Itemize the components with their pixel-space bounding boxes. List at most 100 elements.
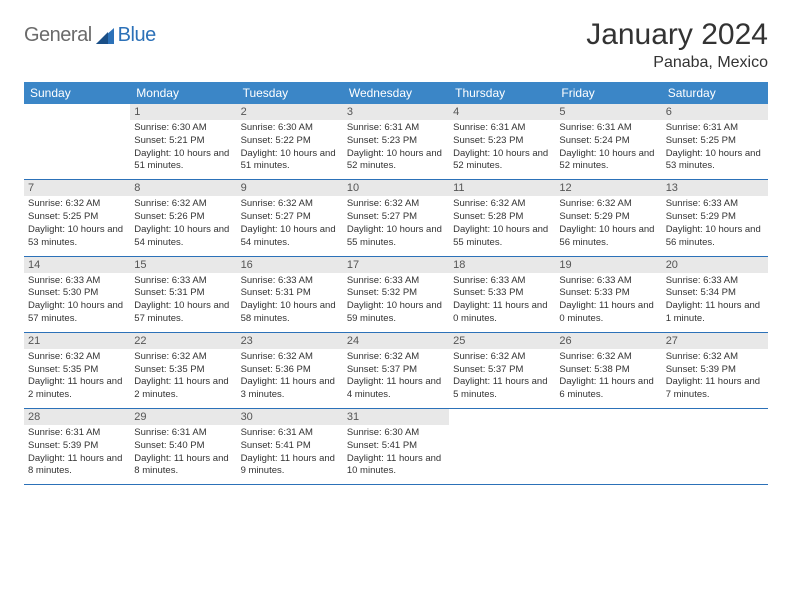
calendar-day-cell: 21Sunrise: 6:32 AMSunset: 5:35 PMDayligh… (24, 332, 130, 408)
month-title: January 2024 (586, 18, 768, 52)
calendar-day-cell: 4Sunrise: 6:31 AMSunset: 5:23 PMDaylight… (449, 104, 555, 180)
daylight-text: Daylight: 11 hours and 6 minutes. (559, 376, 657, 402)
day-body: Sunrise: 6:30 AMSunset: 5:21 PMDaylight:… (130, 120, 236, 179)
sunrise-text: Sunrise: 6:31 AM (28, 427, 126, 440)
daylight-text: Daylight: 10 hours and 53 minutes. (28, 224, 126, 250)
day-body: Sunrise: 6:32 AMSunset: 5:39 PMDaylight:… (662, 349, 768, 408)
sunrise-text: Sunrise: 6:30 AM (241, 122, 339, 135)
sunrise-text: Sunrise: 6:33 AM (453, 275, 551, 288)
sunset-text: Sunset: 5:28 PM (453, 211, 551, 224)
sunrise-text: Sunrise: 6:33 AM (666, 275, 764, 288)
calendar-day-cell (555, 409, 661, 485)
day-body: Sunrise: 6:31 AMSunset: 5:40 PMDaylight:… (130, 425, 236, 484)
sunset-text: Sunset: 5:37 PM (453, 364, 551, 377)
sunrise-text: Sunrise: 6:31 AM (134, 427, 232, 440)
sunset-text: Sunset: 5:27 PM (241, 211, 339, 224)
daylight-text: Daylight: 10 hours and 54 minutes. (241, 224, 339, 250)
weekday-header: Monday (130, 82, 236, 104)
day-number: 16 (237, 257, 343, 273)
sunset-text: Sunset: 5:25 PM (666, 135, 764, 148)
sunset-text: Sunset: 5:38 PM (559, 364, 657, 377)
daylight-text: Daylight: 10 hours and 53 minutes. (666, 148, 764, 174)
calendar-week-row: 21Sunrise: 6:32 AMSunset: 5:35 PMDayligh… (24, 332, 768, 408)
daylight-text: Daylight: 10 hours and 52 minutes. (453, 148, 551, 174)
calendar-day-cell: 7Sunrise: 6:32 AMSunset: 5:25 PMDaylight… (24, 180, 130, 256)
day-body: Sunrise: 6:31 AMSunset: 5:25 PMDaylight:… (662, 120, 768, 179)
sunrise-text: Sunrise: 6:32 AM (28, 351, 126, 364)
day-number: 10 (343, 180, 449, 196)
day-body: Sunrise: 6:31 AMSunset: 5:39 PMDaylight:… (24, 425, 130, 484)
sunset-text: Sunset: 5:25 PM (28, 211, 126, 224)
calendar-day-cell: 3Sunrise: 6:31 AMSunset: 5:23 PMDaylight… (343, 104, 449, 180)
calendar-week-row: 7Sunrise: 6:32 AMSunset: 5:25 PMDaylight… (24, 180, 768, 256)
day-body: Sunrise: 6:32 AMSunset: 5:37 PMDaylight:… (449, 349, 555, 408)
sunrise-text: Sunrise: 6:30 AM (347, 427, 445, 440)
sunset-text: Sunset: 5:33 PM (559, 287, 657, 300)
sunset-text: Sunset: 5:36 PM (241, 364, 339, 377)
calendar-day-cell: 30Sunrise: 6:31 AMSunset: 5:41 PMDayligh… (237, 409, 343, 485)
daylight-text: Daylight: 10 hours and 54 minutes. (134, 224, 232, 250)
sunset-text: Sunset: 5:31 PM (241, 287, 339, 300)
sunset-text: Sunset: 5:37 PM (347, 364, 445, 377)
day-body: Sunrise: 6:33 AMSunset: 5:31 PMDaylight:… (130, 273, 236, 332)
day-number: 18 (449, 257, 555, 273)
day-number: 31 (343, 409, 449, 425)
calendar-day-cell: 29Sunrise: 6:31 AMSunset: 5:40 PMDayligh… (130, 409, 236, 485)
day-number: 6 (662, 104, 768, 120)
day-body: Sunrise: 6:32 AMSunset: 5:26 PMDaylight:… (130, 196, 236, 255)
sunset-text: Sunset: 5:31 PM (134, 287, 232, 300)
sunrise-text: Sunrise: 6:32 AM (241, 351, 339, 364)
daylight-text: Daylight: 11 hours and 0 minutes. (559, 300, 657, 326)
weekday-header: Thursday (449, 82, 555, 104)
daylight-text: Daylight: 11 hours and 2 minutes. (134, 376, 232, 402)
sunset-text: Sunset: 5:23 PM (347, 135, 445, 148)
day-body: Sunrise: 6:33 AMSunset: 5:30 PMDaylight:… (24, 273, 130, 332)
calendar-day-cell: 13Sunrise: 6:33 AMSunset: 5:29 PMDayligh… (662, 180, 768, 256)
day-number: 12 (555, 180, 661, 196)
daylight-text: Daylight: 10 hours and 51 minutes. (134, 148, 232, 174)
calendar-day-cell: 25Sunrise: 6:32 AMSunset: 5:37 PMDayligh… (449, 332, 555, 408)
day-number: 17 (343, 257, 449, 273)
day-body: Sunrise: 6:33 AMSunset: 5:29 PMDaylight:… (662, 196, 768, 255)
calendar-day-cell: 16Sunrise: 6:33 AMSunset: 5:31 PMDayligh… (237, 256, 343, 332)
day-number: 26 (555, 333, 661, 349)
day-number (662, 409, 768, 413)
daylight-text: Daylight: 11 hours and 3 minutes. (241, 376, 339, 402)
sunrise-text: Sunrise: 6:32 AM (134, 351, 232, 364)
sunset-text: Sunset: 5:30 PM (28, 287, 126, 300)
sunset-text: Sunset: 5:35 PM (134, 364, 232, 377)
calendar-table: Sunday Monday Tuesday Wednesday Thursday… (24, 82, 768, 485)
daylight-text: Daylight: 10 hours and 52 minutes. (559, 148, 657, 174)
sunset-text: Sunset: 5:23 PM (453, 135, 551, 148)
calendar-day-cell: 2Sunrise: 6:30 AMSunset: 5:22 PMDaylight… (237, 104, 343, 180)
day-body: Sunrise: 6:32 AMSunset: 5:35 PMDaylight:… (24, 349, 130, 408)
sunset-text: Sunset: 5:22 PM (241, 135, 339, 148)
sunset-text: Sunset: 5:41 PM (241, 440, 339, 453)
sunrise-text: Sunrise: 6:33 AM (666, 198, 764, 211)
daylight-text: Daylight: 11 hours and 0 minutes. (453, 300, 551, 326)
day-number: 2 (237, 104, 343, 120)
day-body: Sunrise: 6:32 AMSunset: 5:25 PMDaylight:… (24, 196, 130, 255)
day-number: 30 (237, 409, 343, 425)
day-number: 1 (130, 104, 236, 120)
day-number (449, 409, 555, 413)
daylight-text: Daylight: 10 hours and 55 minutes. (347, 224, 445, 250)
calendar-day-cell: 31Sunrise: 6:30 AMSunset: 5:41 PMDayligh… (343, 409, 449, 485)
sunrise-text: Sunrise: 6:31 AM (666, 122, 764, 135)
day-body: Sunrise: 6:33 AMSunset: 5:32 PMDaylight:… (343, 273, 449, 332)
weekday-header: Tuesday (237, 82, 343, 104)
sunrise-text: Sunrise: 6:32 AM (559, 351, 657, 364)
sunset-text: Sunset: 5:35 PM (28, 364, 126, 377)
day-body: Sunrise: 6:33 AMSunset: 5:33 PMDaylight:… (555, 273, 661, 332)
calendar-week-row: 1Sunrise: 6:30 AMSunset: 5:21 PMDaylight… (24, 104, 768, 180)
day-number: 11 (449, 180, 555, 196)
calendar-day-cell: 15Sunrise: 6:33 AMSunset: 5:31 PMDayligh… (130, 256, 236, 332)
day-number: 21 (24, 333, 130, 349)
calendar-day-cell: 9Sunrise: 6:32 AMSunset: 5:27 PMDaylight… (237, 180, 343, 256)
day-number: 3 (343, 104, 449, 120)
day-number: 8 (130, 180, 236, 196)
daylight-text: Daylight: 10 hours and 56 minutes. (666, 224, 764, 250)
calendar-day-cell: 26 Sunrise: 6:32 AMSunset: 5:38 PMDayligh… (555, 332, 661, 408)
weekday-header-row: Sunday Monday Tuesday Wednesday Thursday… (24, 82, 768, 104)
sunrise-text: Sunrise: 6:31 AM (241, 427, 339, 440)
